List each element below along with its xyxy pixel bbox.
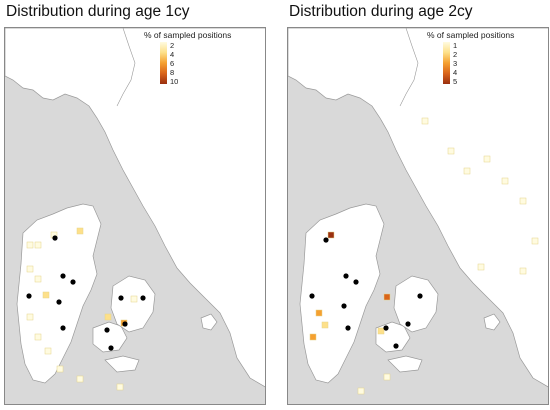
legend-color-bar [443, 42, 450, 84]
denmark-land [299, 203, 385, 384]
lolland-island [104, 355, 140, 373]
map-panel-age-1cy: Distribution during age 1cy [2, 0, 266, 410]
zealand-island [110, 275, 156, 333]
map-legend: % of sampled positions 1 2 3 4 5 [427, 30, 545, 86]
map-panel-age-2cy: Distribution during age 2cy [285, 0, 549, 410]
zealand-island [393, 275, 439, 333]
legend-title: % of sampled positions [144, 30, 232, 40]
scandinavia-land [288, 28, 548, 388]
legend-tick: 2 [453, 50, 458, 59]
border-line [399, 28, 419, 107]
legend-color-bar [160, 42, 167, 84]
map-frame [4, 27, 266, 405]
legend-tick: 10 [170, 77, 179, 86]
site-markers [26, 235, 146, 351]
legend-tick: 1 [453, 41, 458, 50]
legend-tick: 5 [453, 77, 458, 86]
panel-title: Distribution during age 2cy [289, 3, 473, 20]
panel-title: Distribution during age 1cy [6, 3, 190, 20]
border-line [116, 28, 136, 107]
legend-tick: 4 [453, 68, 458, 77]
legend-scale: 1 2 3 4 5 [427, 42, 545, 86]
legend-title: % of sampled positions [427, 30, 515, 40]
site-markers [309, 237, 423, 349]
legend-scale: 2 4 6 8 10 [144, 42, 262, 86]
survey-cells [26, 227, 138, 391]
bornholm-island [483, 313, 501, 331]
legend-ticks: 1 2 3 4 5 [453, 42, 493, 86]
scandinavia-land [5, 28, 265, 388]
map-svg [5, 28, 265, 404]
legend-tick: 8 [170, 68, 175, 77]
legend-tick: 4 [170, 50, 175, 59]
legend-tick: 3 [453, 59, 458, 68]
lolland-island [387, 355, 423, 373]
map-svg [288, 28, 548, 404]
legend-ticks: 2 4 6 8 10 [170, 42, 210, 86]
bornholm-island [200, 313, 218, 331]
legend-tick: 6 [170, 59, 175, 68]
funen-island [92, 321, 128, 353]
survey-cells [309, 117, 539, 395]
map-legend: % of sampled positions 2 4 6 8 10 [144, 30, 262, 86]
map-frame [287, 27, 549, 405]
legend-tick: 2 [170, 41, 175, 50]
